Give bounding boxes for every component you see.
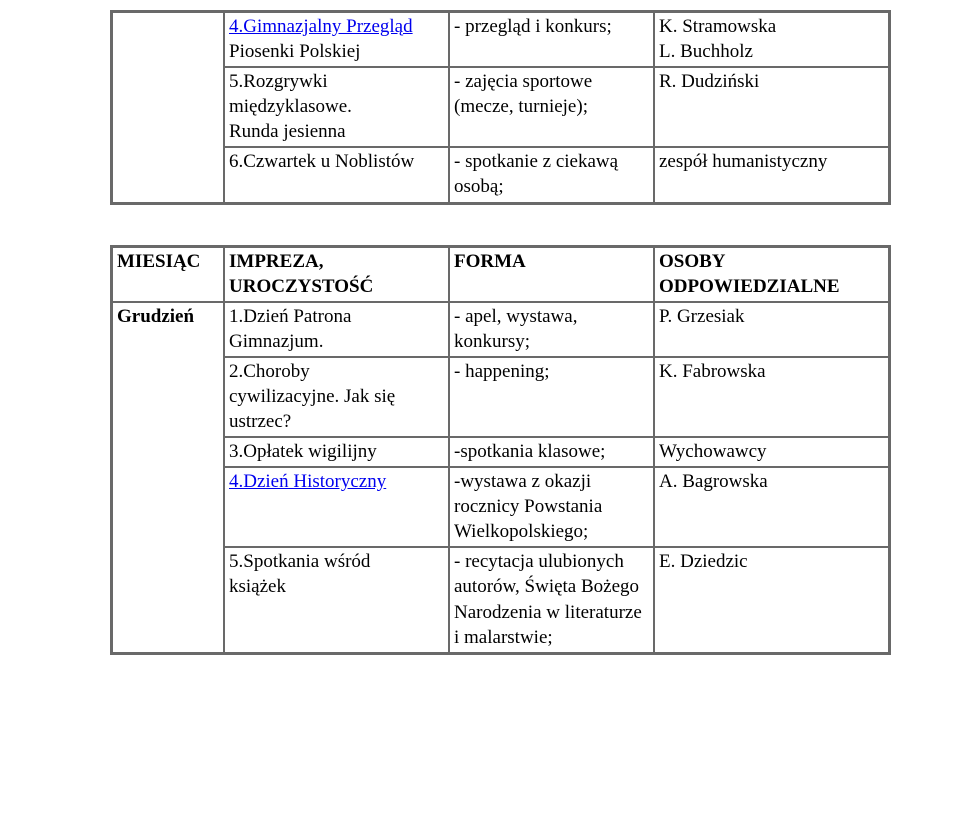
- cell-text: osobą;: [454, 176, 504, 197]
- cell-person: zespół humanistyczny: [654, 147, 890, 203]
- header-person: OSOBY ODPOWIEDZIALNE: [654, 246, 890, 302]
- cell-text: zespół humanistyczny: [659, 151, 827, 172]
- cell-text: - apel, wystawa,: [454, 306, 577, 327]
- cell-text: Gimnazjum.: [229, 331, 323, 352]
- event-link[interactable]: 4.Dzień Historyczny: [229, 471, 386, 492]
- table-lower: MIESIĄC IMPREZA, UROCZYSTOŚĆ FORMA OSOBY…: [110, 245, 891, 655]
- cell-form: - recytacja ulubionych autorów, Święta B…: [449, 547, 654, 653]
- cell-text: - recytacja ulubionych: [454, 551, 624, 572]
- header-text: IMPREZA,: [229, 251, 323, 272]
- cell-text: (mecze, turnieje);: [454, 96, 588, 117]
- cell-text: -wystawa z okazji: [454, 471, 591, 492]
- cell-text: autorów, Święta Bożego: [454, 576, 639, 597]
- cell-person: K. Stramowska L. Buchholz: [654, 12, 890, 68]
- cell-text: - przegląd i konkurs;: [454, 16, 612, 37]
- cell-text: L. Buchholz: [659, 41, 753, 62]
- table-row: 2.Choroby cywilizacyjne. Jak się ustrzec…: [112, 357, 890, 437]
- cell-text: Runda jesienna: [229, 121, 346, 142]
- cell-text: 6.Czwartek u Noblistów: [229, 151, 414, 172]
- cell-event: 4.Gimnazjalny Przegląd Piosenki Polskiej: [224, 12, 449, 68]
- header-text: UROCZYSTOŚĆ: [229, 276, 373, 297]
- cell-person: K. Fabrowska: [654, 357, 890, 437]
- cell-text: - happening;: [454, 361, 550, 382]
- cell-person: A. Bagrowska: [654, 467, 890, 547]
- cell-text: 5.Spotkania wśród: [229, 551, 370, 572]
- cell-text: Narodzenia w literaturze: [454, 602, 642, 623]
- cell-event: 4.Dzień Historyczny: [224, 467, 449, 547]
- cell-person: E. Dziedzic: [654, 547, 890, 653]
- month-text: Grudzień: [117, 306, 194, 327]
- cell-text: międzyklasowe.: [229, 96, 352, 117]
- cell-text: K. Stramowska: [659, 16, 776, 37]
- header-text: MIESIĄC: [117, 251, 200, 272]
- header-text: ODPOWIEDZIALNE: [659, 276, 840, 297]
- cell-form: -spotkania klasowe;: [449, 437, 654, 467]
- cell-text: E. Dziedzic: [659, 551, 748, 572]
- cell-text: R. Dudziński: [659, 71, 759, 92]
- page-container: 4.Gimnazjalny Przegląd Piosenki Polskiej…: [0, 0, 960, 715]
- cell-text: - spotkanie z ciekawą: [454, 151, 618, 172]
- table-row: 4.Gimnazjalny Przegląd Piosenki Polskiej…: [112, 12, 890, 68]
- cell-text: K. Fabrowska: [659, 361, 766, 382]
- cell-text: -spotkania klasowe;: [454, 441, 605, 462]
- cell-person: P. Grzesiak: [654, 302, 890, 357]
- table-upper: 4.Gimnazjalny Przegląd Piosenki Polskiej…: [110, 10, 891, 205]
- cell-text: - zajęcia sportowe: [454, 71, 592, 92]
- cell-text: i malarstwie;: [454, 627, 553, 648]
- table-row: 5.Spotkania wśród książek - recytacja ul…: [112, 547, 890, 653]
- header-text: FORMA: [454, 251, 526, 272]
- cell-text: książek: [229, 576, 286, 597]
- table-row: Grudzień 1.Dzień Patrona Gimnazjum. - ap…: [112, 302, 890, 357]
- cell-text: cywilizacyjne. Jak się: [229, 386, 395, 407]
- cell-text: Wychowawcy: [659, 441, 767, 462]
- table-header-row: MIESIĄC IMPREZA, UROCZYSTOŚĆ FORMA OSOBY…: [112, 246, 890, 302]
- cell-event: 1.Dzień Patrona Gimnazjum.: [224, 302, 449, 357]
- header-form: FORMA: [449, 246, 654, 302]
- cell-form: - spotkanie z ciekawą osobą;: [449, 147, 654, 203]
- cell-text: 2.Choroby: [229, 361, 310, 382]
- cell-event: 5.Rozgrywki międzyklasowe. Runda jesienn…: [224, 67, 449, 147]
- cell-text: A. Bagrowska: [659, 471, 768, 492]
- cell-person: R. Dudziński: [654, 67, 890, 147]
- cell-text: Wielkopolskiego;: [454, 521, 588, 542]
- header-month: MIESIĄC: [112, 246, 225, 302]
- cell-event: 6.Czwartek u Noblistów: [224, 147, 449, 203]
- cell-text: 1.Dzień Patrona: [229, 306, 351, 327]
- cell-text: rocznicy Powstania: [454, 496, 602, 517]
- cell-form: - apel, wystawa, konkursy;: [449, 302, 654, 357]
- cell-text: 3.Opłatek wigilijny: [229, 441, 377, 462]
- cell-text: 5.Rozgrywki: [229, 71, 328, 92]
- table-row: 3.Opłatek wigilijny -spotkania klasowe; …: [112, 437, 890, 467]
- event-link[interactable]: 4.Gimnazjalny Przegląd: [229, 16, 413, 37]
- cell-person: Wychowawcy: [654, 437, 890, 467]
- cell-empty: [112, 12, 225, 204]
- cell-text: konkursy;: [454, 331, 530, 352]
- event-text: Piosenki Polskiej: [229, 41, 360, 62]
- cell-form: - zajęcia sportowe (mecze, turnieje);: [449, 67, 654, 147]
- cell-text: ustrzec?: [229, 411, 291, 432]
- table-row: 4.Dzień Historyczny -wystawa z okazji ro…: [112, 467, 890, 547]
- cell-month: Grudzień: [112, 302, 225, 654]
- table-row: 6.Czwartek u Noblistów - spotkanie z cie…: [112, 147, 890, 203]
- cell-form: -wystawa z okazji rocznicy Powstania Wie…: [449, 467, 654, 547]
- cell-text: P. Grzesiak: [659, 306, 744, 327]
- cell-event: 2.Choroby cywilizacyjne. Jak się ustrzec…: [224, 357, 449, 437]
- cell-form: - przegląd i konkurs;: [449, 12, 654, 68]
- header-event: IMPREZA, UROCZYSTOŚĆ: [224, 246, 449, 302]
- header-text: OSOBY: [659, 251, 726, 272]
- cell-form: - happening;: [449, 357, 654, 437]
- table-row: 5.Rozgrywki międzyklasowe. Runda jesienn…: [112, 67, 890, 147]
- cell-event: 3.Opłatek wigilijny: [224, 437, 449, 467]
- cell-event: 5.Spotkania wśród książek: [224, 547, 449, 653]
